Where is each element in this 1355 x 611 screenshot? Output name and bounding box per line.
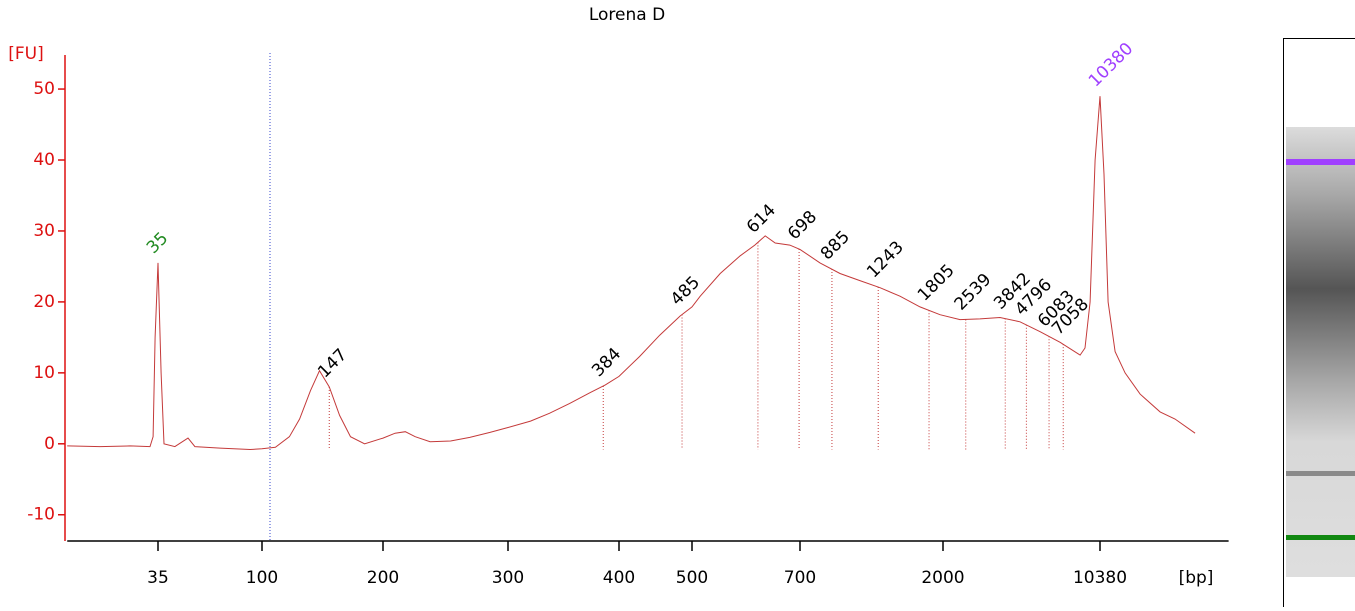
chart-title: Lorena D xyxy=(589,5,665,25)
gel-smear xyxy=(1286,127,1355,577)
y-tick-label: 30 xyxy=(33,221,55,241)
x-tick-label: 700 xyxy=(784,568,816,588)
y-tick-label: -10 xyxy=(27,505,55,525)
x-tick-label: 200 xyxy=(367,568,399,588)
peak-label: 2539 xyxy=(951,270,996,315)
x-tick-label: 10380 xyxy=(1073,568,1127,588)
peak-label: 885 xyxy=(817,227,854,264)
x-axis-label: [bp] xyxy=(1179,568,1214,588)
peak-label: 698 xyxy=(784,207,821,244)
y-tick-label: 10 xyxy=(33,363,55,383)
y-tick-label: 50 xyxy=(33,79,55,99)
x-tick-label: 100 xyxy=(246,568,278,588)
gel-band xyxy=(1286,471,1355,476)
y-tick-label: 40 xyxy=(33,150,55,170)
x-tick-label: 300 xyxy=(492,568,524,588)
y-axis-label: [FU] xyxy=(8,44,44,64)
x-tick-label: 35 xyxy=(147,568,169,588)
peak-label: 147 xyxy=(314,345,351,382)
peak-label: 35 xyxy=(143,229,172,258)
gel-lane xyxy=(1284,39,1355,608)
gel-band xyxy=(1286,535,1355,540)
trace xyxy=(67,96,1195,449)
y-tick-label: 20 xyxy=(33,292,55,312)
peak-label: 485 xyxy=(667,273,704,310)
y-tick-label: 0 xyxy=(44,434,55,454)
peak-label: 10380 xyxy=(1085,39,1137,91)
x-tick-label: 2000 xyxy=(921,568,964,588)
peak-label: 614 xyxy=(743,200,780,237)
gel-band xyxy=(1286,159,1355,165)
peak-label: 1243 xyxy=(863,237,908,282)
x-tick-label: 400 xyxy=(603,568,635,588)
x-tick-label: 500 xyxy=(676,568,708,588)
